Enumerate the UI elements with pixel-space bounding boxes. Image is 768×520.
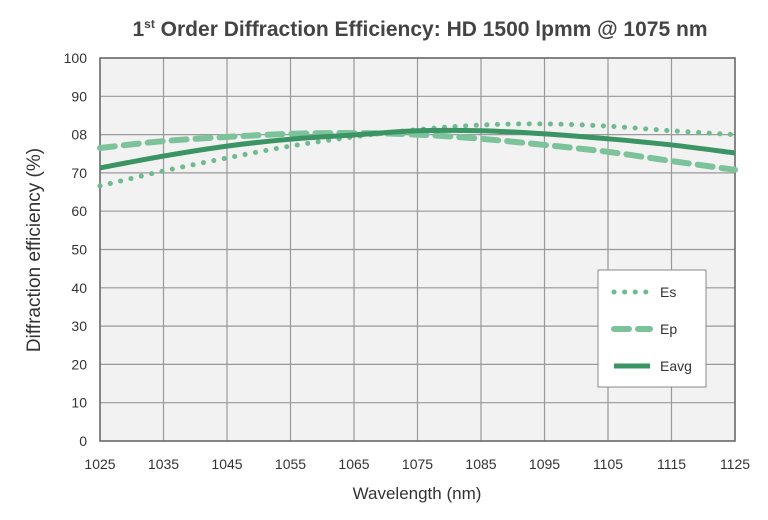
y-tick-label: 40 <box>71 280 87 296</box>
legend-label: Eavg <box>660 358 692 374</box>
y-tick-label: 70 <box>71 165 87 181</box>
x-tick-label: 1025 <box>84 456 115 472</box>
x-tick-label: 1115 <box>657 456 686 472</box>
y-tick-label: 08 <box>71 127 87 143</box>
y-tick-label: 10 <box>71 395 87 411</box>
legend-label: Es <box>660 284 676 300</box>
legend: Es Ep Eavg <box>597 269 707 388</box>
x-tick-label: 1045 <box>211 456 242 472</box>
x-tick-label: 1065 <box>338 456 369 472</box>
y-tick-label: 30 <box>71 318 87 334</box>
x-tick-label: 1085 <box>465 456 496 472</box>
x-tick-label: 1035 <box>148 456 179 472</box>
y-tick-label: 100 <box>64 50 88 66</box>
series-line-eavg <box>99 127 736 171</box>
x-tick-label: 1105 <box>593 456 623 472</box>
plot-border <box>99 57 736 442</box>
y-axis-label: Diffraction efficiency (%) <box>24 148 45 352</box>
series-line-ep <box>97 130 738 173</box>
legend-label: Ep <box>660 321 677 337</box>
y-tick-label: 0 <box>79 433 87 449</box>
y-tick-label: 90 <box>71 88 87 104</box>
x-tick-label: 1075 <box>402 456 433 472</box>
x-tick-label: 1055 <box>275 456 306 472</box>
y-tick-label: 60 <box>71 203 87 219</box>
x-tick-label: 1095 <box>529 456 560 472</box>
series-line-es <box>97 121 738 189</box>
x-axis-label: Wavelength (nm) <box>353 484 482 503</box>
y-tick-label: 50 <box>71 242 87 258</box>
x-tick-label: 1125 <box>720 456 750 472</box>
y-tick-label: 20 <box>71 356 87 372</box>
chart-title: 1st Order Diffraction Efficiency: HD 150… <box>132 17 707 41</box>
